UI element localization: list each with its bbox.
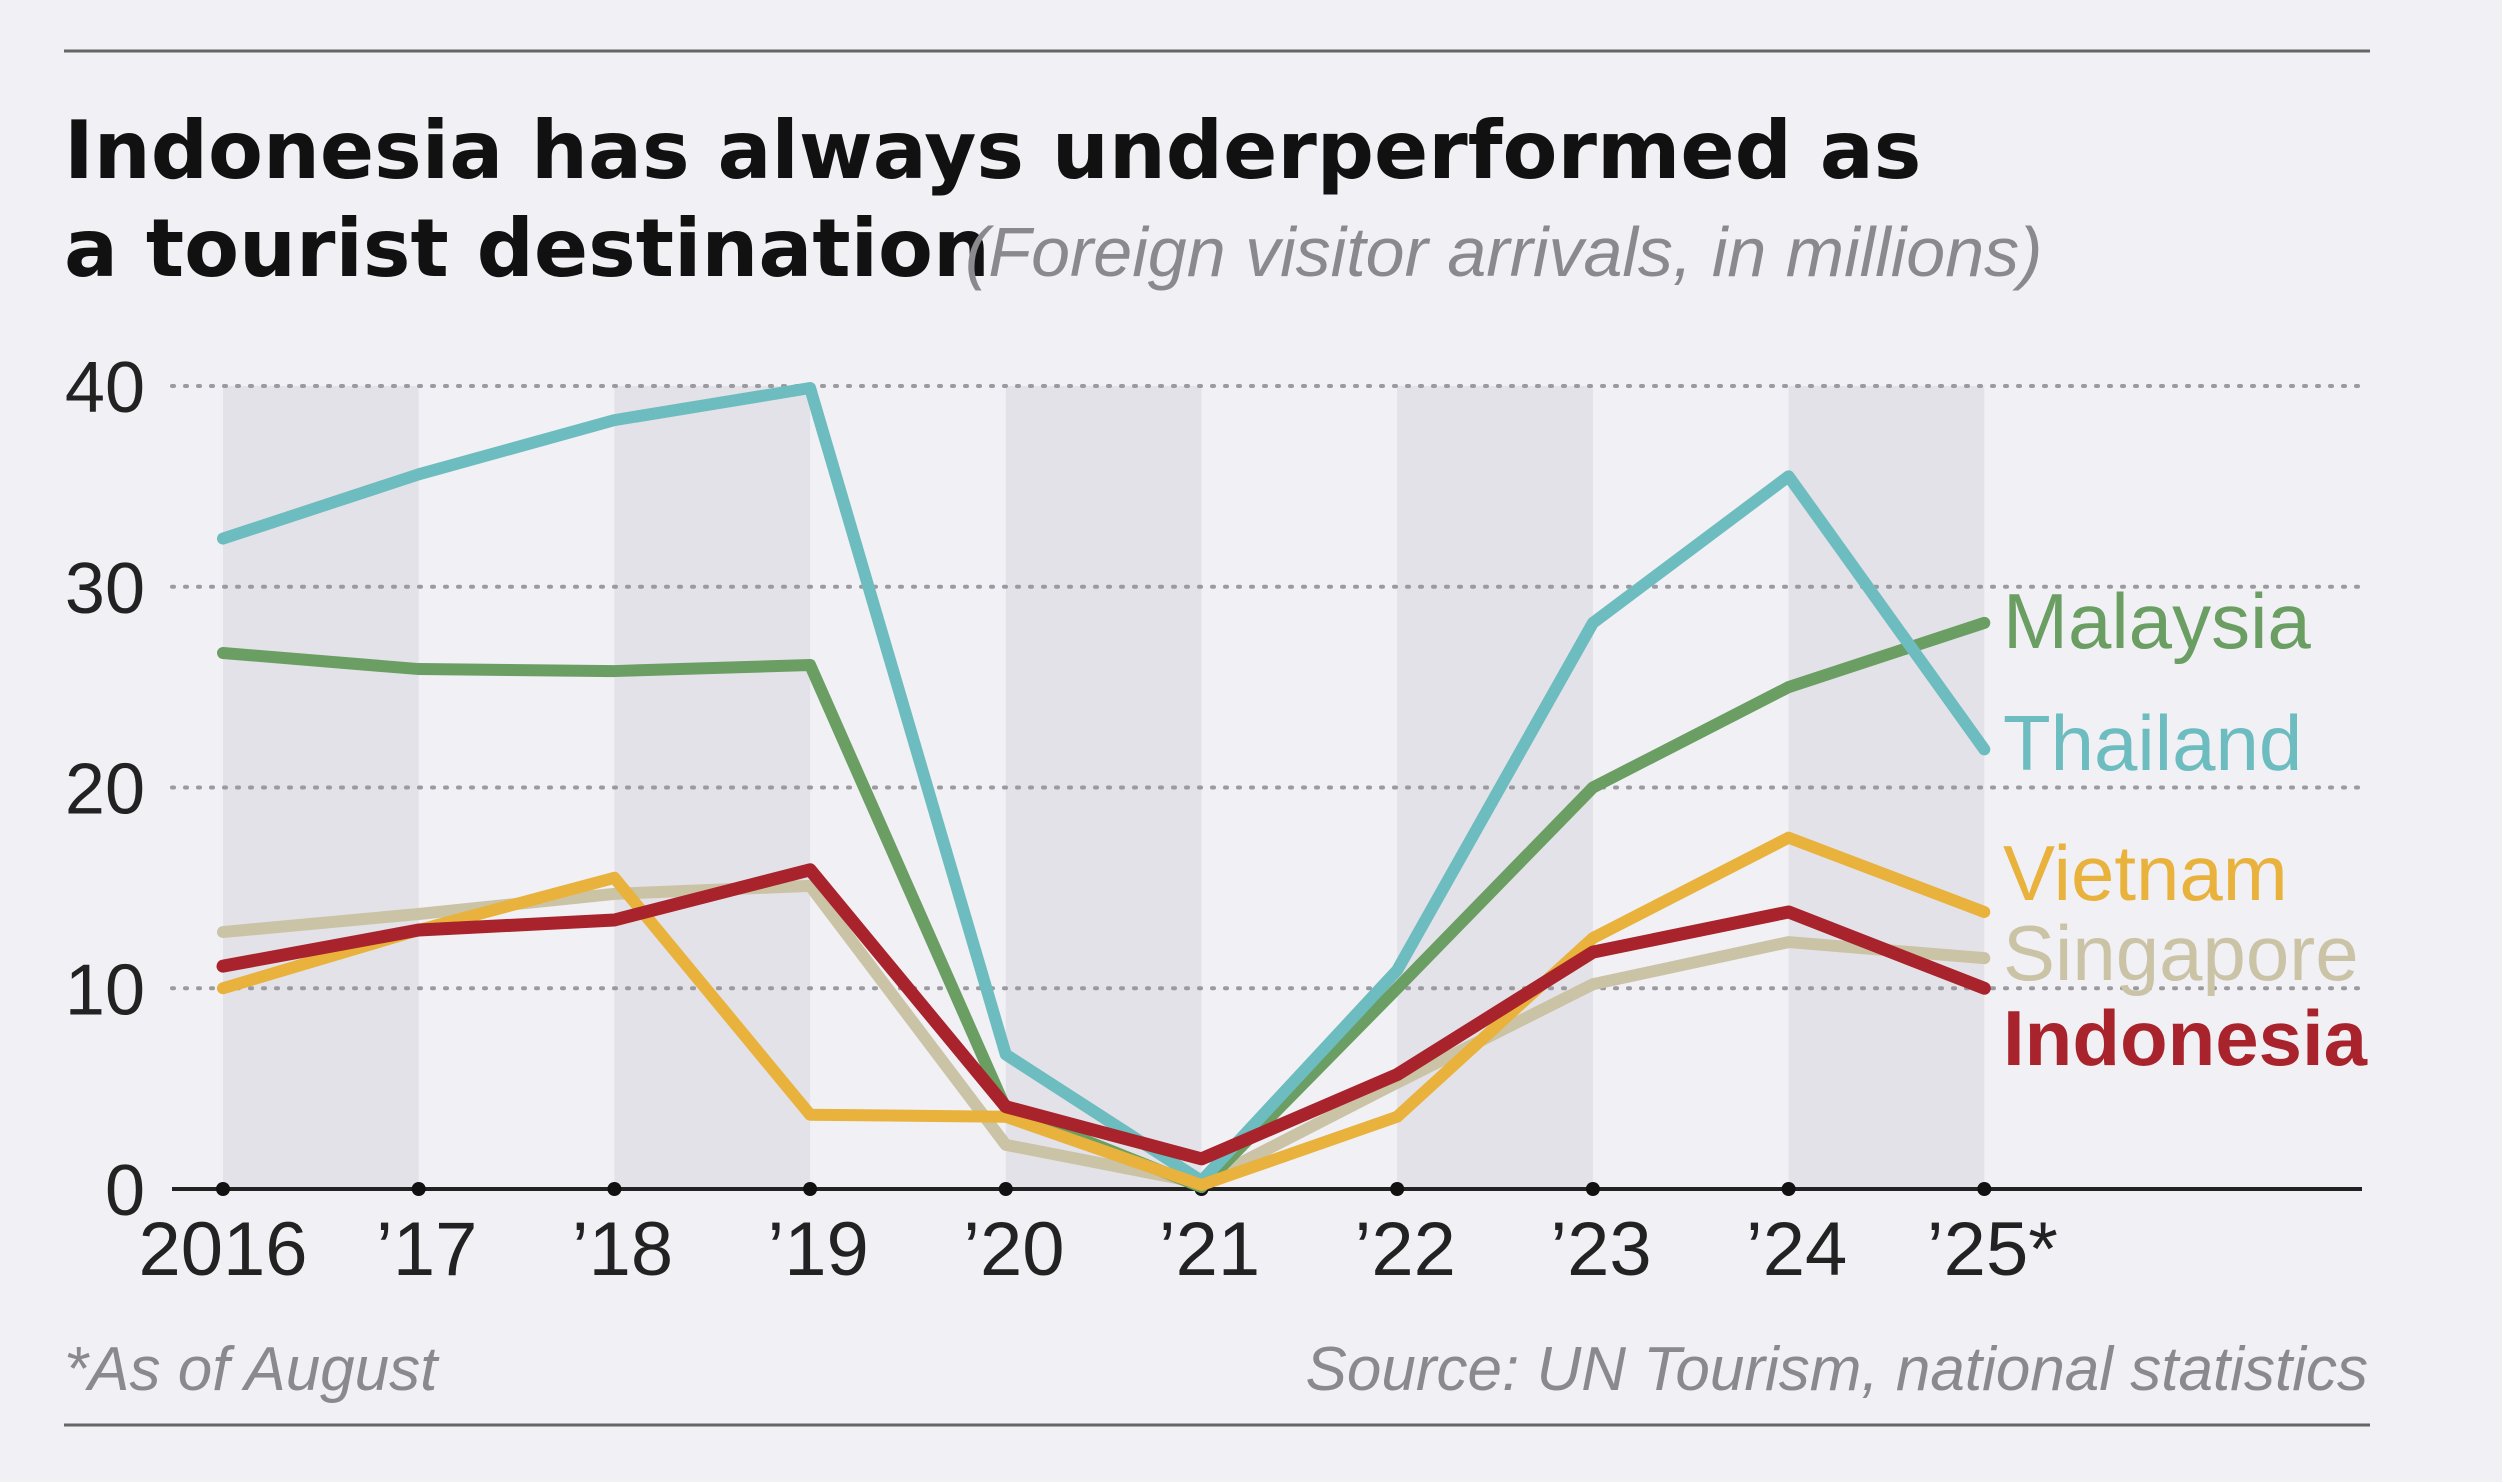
year-band — [1005, 386, 1202, 1189]
x-tick-dot — [1390, 1182, 1405, 1196]
y-tick-label: 40 — [65, 348, 145, 428]
chart-title-line2: a tourist destination — [64, 202, 990, 295]
gridlines — [170, 384, 2364, 991]
x-tick-label: 2016 — [138, 1207, 307, 1292]
x-tick-label: ’21 — [1159, 1207, 1260, 1292]
x-tick-label: ’20 — [963, 1207, 1064, 1292]
series-line-indonesia — [216, 863, 1991, 1166]
x-tick-dot — [411, 1182, 426, 1196]
chart-subtitle: (Foreign visitor arrivals, in millions) — [965, 213, 2042, 291]
x-tick-label: ’19 — [767, 1207, 868, 1292]
x-tick-label: ’23 — [1550, 1207, 1651, 1292]
year-band — [223, 386, 419, 1189]
series-label-thailand: Thailand — [2003, 699, 2302, 787]
y-tick-label: 10 — [65, 950, 145, 1030]
chart-title-line1: Indonesia has always underperformed as — [64, 104, 1921, 197]
x-tick-dot — [607, 1182, 622, 1196]
x-tick-label: ’17 — [376, 1207, 477, 1292]
series-line-vietnam — [217, 831, 1991, 1191]
x-axis: 2016 ’17 ’18 ’19 ’20 ’21 ’22 ’23 ’24 ’25* — [138, 1182, 2362, 1292]
x-tick-label: ’24 — [1746, 1207, 1847, 1292]
y-tick-label: 30 — [65, 549, 145, 629]
year-band — [614, 386, 811, 1189]
x-tick-dot — [1977, 1182, 1992, 1196]
y-axis: 0 10 20 30 40 — [65, 348, 145, 1231]
series-label-malaysia: Malaysia — [2003, 577, 2311, 665]
x-tick-dot — [216, 1182, 230, 1196]
series-line-thailand — [217, 382, 1991, 1187]
series-lines — [216, 382, 1991, 1193]
x-tick-dot — [998, 1182, 1013, 1196]
source-note: Source: UN Tourism, national statistics — [1306, 1335, 2368, 1404]
series-labels: Singapore Malaysia Thailand Vietnam Indonesi… — [2003, 577, 2368, 1082]
footnote: *As of August — [64, 1335, 440, 1404]
x-tick-label: ’25* — [1927, 1207, 2058, 1292]
y-tick-label: 0 — [105, 1151, 145, 1231]
series-label-indonesia: Indonesia — [2003, 994, 2368, 1082]
x-tick-label: ’22 — [1354, 1207, 1455, 1292]
series-label-singapore: Singapore — [2003, 909, 2359, 997]
series-label-vietnam: Vietnam — [2003, 829, 2288, 917]
x-tick-dot — [1585, 1182, 1600, 1196]
x-tick-label: ’18 — [572, 1207, 673, 1292]
x-tick-dot — [803, 1182, 818, 1196]
x-tick-dot — [1781, 1182, 1796, 1196]
y-tick-label: 20 — [65, 750, 145, 830]
